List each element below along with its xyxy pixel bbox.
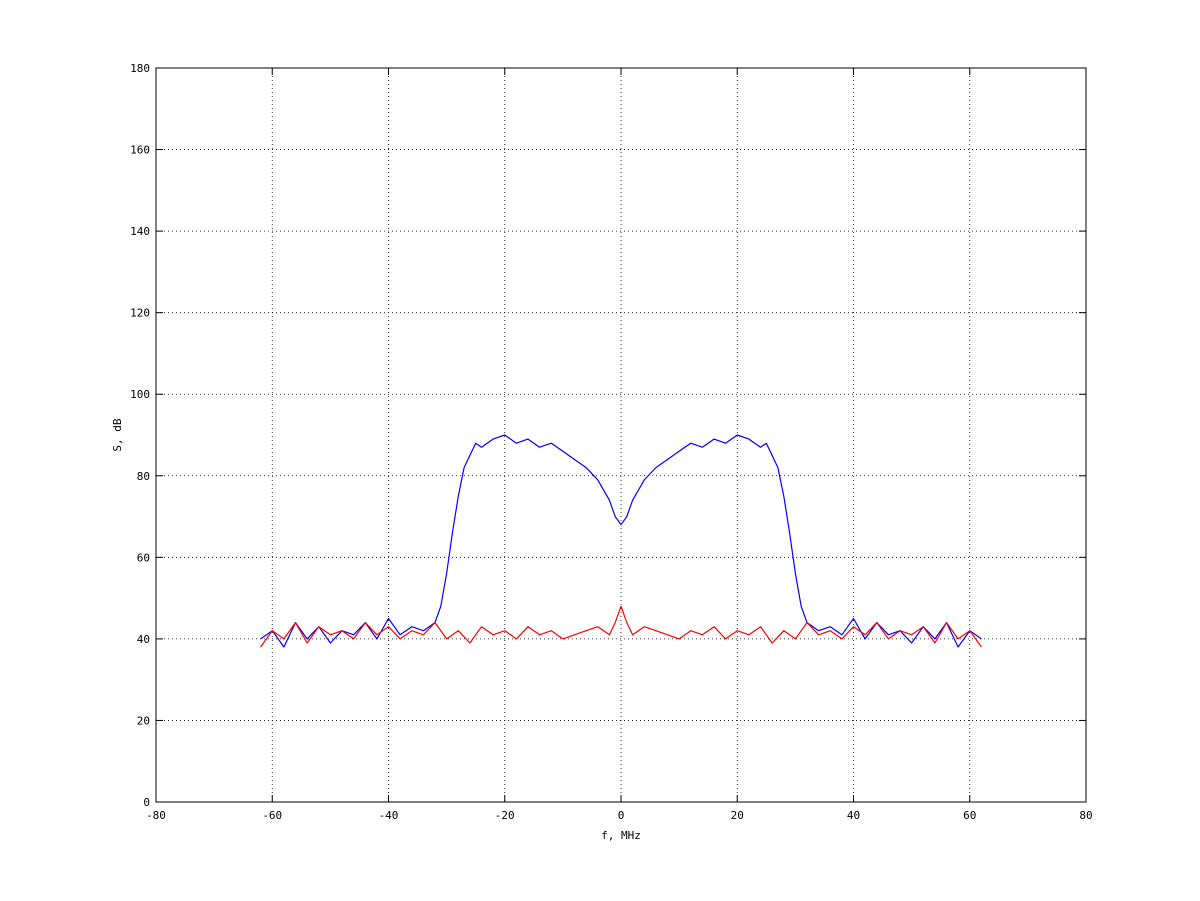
x-tick-label: 40 <box>847 809 860 822</box>
x-tick-label: 60 <box>963 809 976 822</box>
y-tick-label: 180 <box>130 62 150 75</box>
y-tick-label: 160 <box>130 144 150 157</box>
y-tick-label: 60 <box>137 551 150 564</box>
y-tick-label: 0 <box>143 796 150 809</box>
y-tick-label: 40 <box>137 633 150 646</box>
x-tick-label: 20 <box>731 809 744 822</box>
y-tick-label: 100 <box>130 388 150 401</box>
y-tick-label: 120 <box>130 307 150 320</box>
x-axis-label: f, MHz <box>601 829 641 842</box>
plot-frame <box>155 67 1087 803</box>
x-tick-label: -60 <box>262 809 282 822</box>
x-tick-label: -80 <box>146 809 166 822</box>
x-tick-label: -40 <box>379 809 399 822</box>
series-lines <box>260 434 982 648</box>
y-tick-label: 80 <box>137 470 150 483</box>
x-tick-label: -20 <box>495 809 515 822</box>
blue-spectrum-line <box>260 434 982 648</box>
axis-ticks: -80 -60 -40 -20 0 20 40 60 80 0 20 40 60 80 100 120 140 1… <box>130 62 1093 822</box>
y-tick-label: 20 <box>137 714 150 727</box>
x-tick-label: 0 <box>618 809 625 822</box>
x-tick-label: 80 <box>1079 809 1092 822</box>
red-noise-line <box>260 605 982 648</box>
grid-lines <box>156 68 1086 802</box>
y-tick-label: 140 <box>130 225 150 238</box>
y-axis-label: S, dB <box>111 418 124 451</box>
